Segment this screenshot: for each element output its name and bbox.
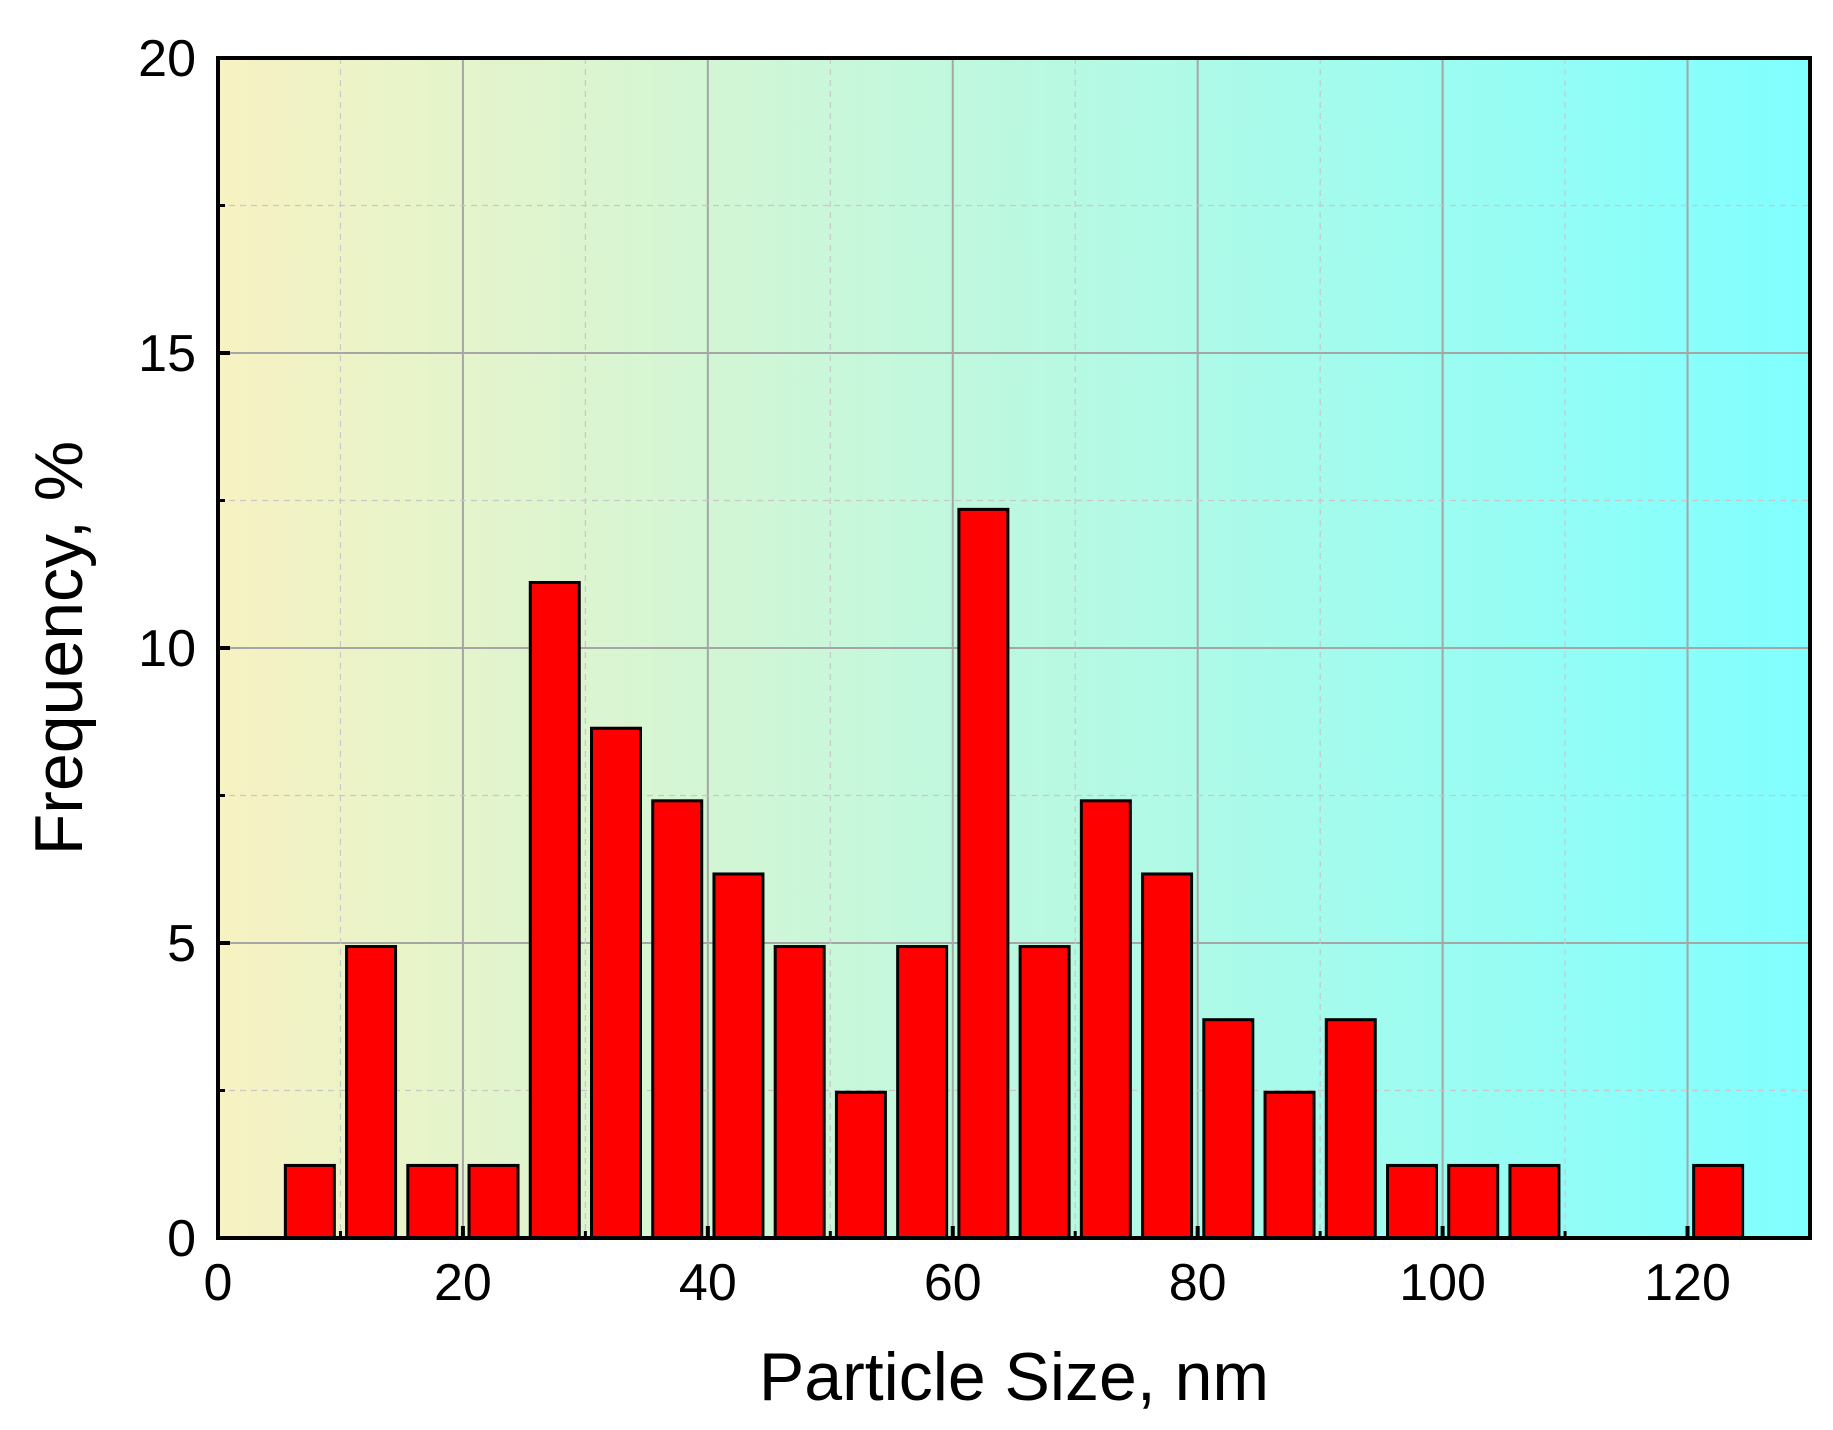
x-tick-label: 60 <box>924 1254 982 1312</box>
histogram-bar <box>957 507 1010 1240</box>
x-tick-label: 120 <box>1644 1254 1731 1312</box>
histogram-bar <box>1386 1163 1438 1240</box>
histogram-bar <box>283 1163 336 1240</box>
histogram-bar <box>712 872 765 1240</box>
y-tick-label: 15 <box>138 325 196 383</box>
bar-series <box>283 507 1745 1240</box>
x-axis-label: Particle Size, nm <box>759 1339 1269 1415</box>
histogram-bar <box>345 945 398 1240</box>
y-tick-label: 10 <box>138 620 196 678</box>
y-tick-label: 20 <box>138 30 196 88</box>
histogram-bar <box>1692 1163 1745 1240</box>
x-tick-labels: 0 20 40 60 80 100 120 <box>204 1254 1731 1312</box>
x-tick-label: 20 <box>434 1254 492 1312</box>
y-tick-label: 5 <box>167 915 196 973</box>
histogram-bar <box>1018 945 1071 1240</box>
histogram-bar <box>467 1163 520 1240</box>
histogram-bar <box>528 581 581 1240</box>
histogram-bar <box>1508 1163 1561 1240</box>
x-tick-label: 40 <box>679 1254 737 1312</box>
y-tick-label: 0 <box>167 1210 196 1268</box>
histogram-bar <box>1079 799 1132 1240</box>
histogram-bar <box>1324 1018 1377 1240</box>
y-tick-labels: 0 5 10 15 20 <box>138 30 196 1268</box>
histogram-bar <box>651 799 704 1240</box>
x-tick-label: 0 <box>204 1254 233 1312</box>
histogram-bar <box>1447 1163 1500 1240</box>
histogram-bar <box>406 1163 459 1240</box>
x-tick-label: 80 <box>1169 1254 1227 1312</box>
histogram-bar <box>1263 1090 1316 1240</box>
histogram-bar <box>1141 872 1194 1240</box>
histogram-bar <box>1202 1018 1255 1240</box>
y-axis-label: Frequency, % <box>21 441 97 855</box>
axis-ticks <box>216 56 1690 1240</box>
grid-lines <box>218 58 1810 1238</box>
histogram-bar <box>896 945 949 1240</box>
histogram-bar <box>590 726 642 1240</box>
histogram-bar <box>773 945 826 1240</box>
x-tick-label: 100 <box>1399 1254 1486 1312</box>
histogram-bar <box>834 1090 887 1240</box>
